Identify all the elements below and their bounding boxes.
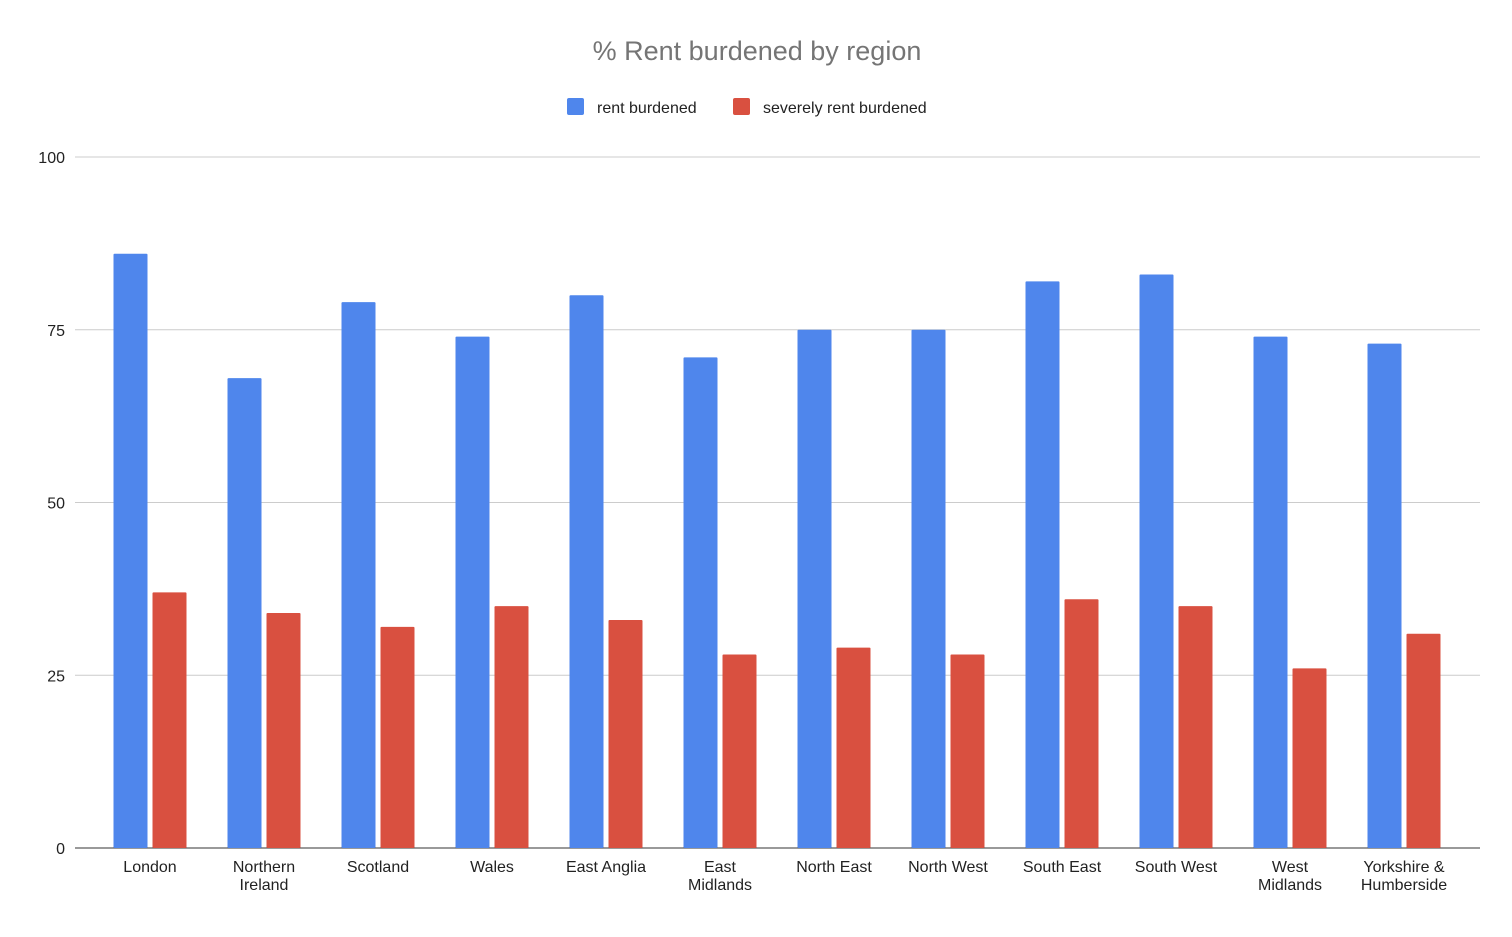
- legend-swatch: [567, 98, 584, 115]
- bar-rent-burdened: [1253, 336, 1288, 848]
- chart-title: % Rent burdened by region: [593, 36, 922, 66]
- x-tick-label: Yorkshire &: [1363, 859, 1445, 876]
- x-tick-label: South East: [1023, 859, 1102, 876]
- bar-severely-rent-burdened: [266, 613, 301, 848]
- x-tick-label: Wales: [470, 859, 514, 876]
- y-tick-label: 75: [47, 323, 65, 340]
- bar-rent-burdened: [1367, 343, 1402, 848]
- bar-severely-rent-burdened: [494, 606, 529, 848]
- bars: [113, 253, 1441, 849]
- bar-rent-burdened: [227, 378, 262, 848]
- y-tick-label: 25: [47, 668, 65, 685]
- legend: rent burdened severely rent burdened: [567, 98, 927, 117]
- bar-rent-burdened: [683, 357, 718, 848]
- x-tick-label: South West: [1135, 859, 1218, 876]
- bar-severely-rent-burdened: [950, 654, 985, 848]
- y-tick-label: 100: [38, 150, 65, 167]
- x-tick-label: Ireland: [240, 877, 289, 894]
- legend-swatch: [733, 98, 750, 115]
- bar-severely-rent-burdened: [380, 626, 415, 848]
- x-tick-label: London: [123, 859, 176, 876]
- x-tick-label: Humberside: [1361, 877, 1447, 894]
- bar-rent-burdened: [797, 329, 832, 848]
- bar-severely-rent-burdened: [1064, 599, 1099, 848]
- bar-severely-rent-burdened: [722, 654, 757, 848]
- bar-severely-rent-burdened: [1406, 633, 1441, 848]
- x-tick-label: East: [704, 859, 737, 876]
- x-tick-label: East Anglia: [566, 859, 646, 876]
- gridlines: 0 25 50 75 100: [38, 150, 1480, 858]
- x-tick-label: Midlands: [1258, 877, 1322, 894]
- x-tick-label: North West: [908, 859, 988, 876]
- bar-rent-burdened: [1025, 281, 1060, 848]
- bar-rent-burdened: [341, 302, 376, 848]
- bar-rent-burdened: [455, 336, 490, 848]
- x-tick-label: Scotland: [347, 859, 409, 876]
- bar-severely-rent-burdened: [1178, 606, 1213, 848]
- bar-severely-rent-burdened: [1292, 668, 1327, 848]
- legend-label: severely rent burdened: [763, 100, 927, 117]
- legend-label: rent burdened: [597, 100, 697, 117]
- bar-severely-rent-burdened: [836, 647, 871, 848]
- x-tick-label: North East: [796, 859, 872, 876]
- y-tick-label: 50: [47, 496, 65, 513]
- x-tick-label: West: [1272, 859, 1309, 876]
- bar-rent-burdened: [1139, 274, 1174, 849]
- x-tick-label: Northern: [233, 859, 295, 876]
- bar-severely-rent-burdened: [152, 592, 187, 848]
- bar-severely-rent-burdened: [608, 619, 643, 848]
- bar-rent-burdened: [911, 329, 946, 848]
- bar-rent-burdened: [113, 253, 148, 849]
- x-tick-label: Midlands: [688, 877, 752, 894]
- bar-rent-burdened: [569, 295, 604, 848]
- y-tick-label: 0: [56, 841, 65, 858]
